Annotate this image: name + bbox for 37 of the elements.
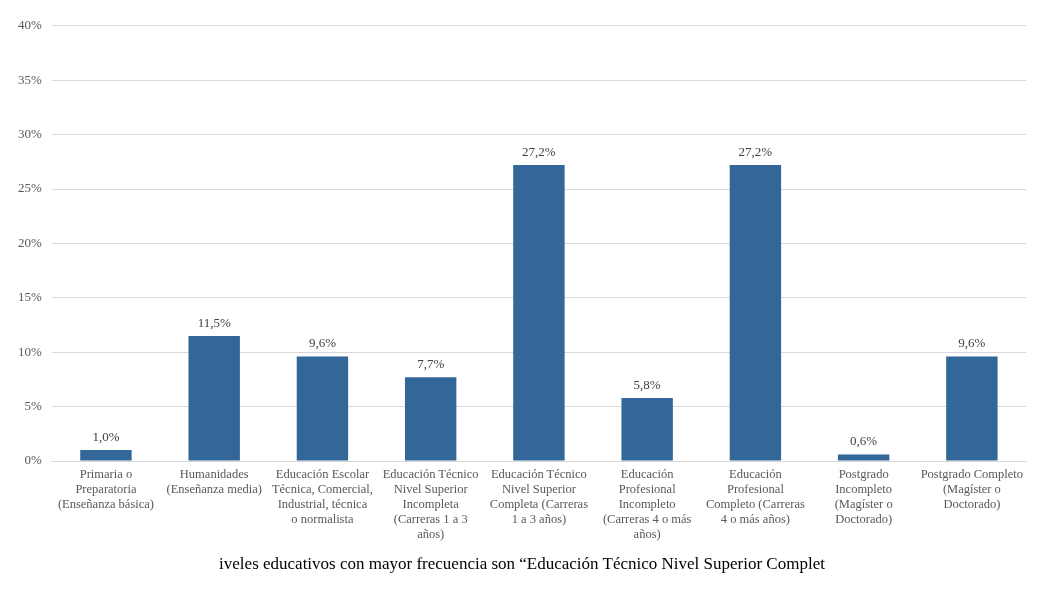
data-label: 9,6% xyxy=(958,335,986,351)
y-tick-label: 10% xyxy=(17,343,42,359)
data-label: 27,2% xyxy=(522,143,556,159)
bar xyxy=(513,165,565,461)
bar xyxy=(946,356,998,461)
data-label: 9,6% xyxy=(308,335,337,351)
x-tick-label: Primaria o Preparatoria (Enseñanza básica) xyxy=(57,466,155,511)
data-label: 7,7% xyxy=(417,356,445,372)
y-tick-label: 20% xyxy=(17,234,42,250)
y-tick-label: 25% xyxy=(17,180,42,196)
bar xyxy=(729,165,782,461)
bar xyxy=(296,356,349,461)
data-label: 27,2% xyxy=(738,143,773,159)
bar xyxy=(621,397,673,461)
bar xyxy=(188,335,240,461)
x-tick-label: Educación Técnico Nivel Superior Completa (Carreras 1 a 3 años) xyxy=(489,466,589,526)
data-label: 5,8% xyxy=(633,376,661,392)
y-tick-label: 30% xyxy=(17,126,42,142)
bar xyxy=(80,450,132,461)
x-tick-label: Humanidades (Enseñanza media) xyxy=(166,466,262,496)
y-tick-label: 0% xyxy=(24,452,42,468)
x-tick-label: Educación Profesional Completo (Carreras 4 o más años) xyxy=(705,466,805,526)
x-tick-label: Postgrado Incompleto (Magíster o Doctorado) xyxy=(834,466,893,526)
y-tick-label: 15% xyxy=(17,289,42,305)
data-label: 11,5% xyxy=(197,314,231,330)
y-tick-label: 40% xyxy=(17,17,42,33)
data-label: 0,6% xyxy=(850,433,878,449)
x-tick-label: Educación Técnico Nivel Superior Incompleta (Carreras 1 a 3 años) xyxy=(382,466,479,541)
y-tick-label: 35% xyxy=(17,71,42,87)
bar xyxy=(404,377,457,461)
bar xyxy=(837,454,890,461)
y-tick-label: 5% xyxy=(24,398,42,414)
x-tick-label: Postgrado Completo (Magíster o Doctorado) xyxy=(920,466,1024,511)
x-tick-label: Educación Escolar Técnica, Comercial, Industrial, técnica o normalista xyxy=(271,466,373,526)
data-label: 1,0% xyxy=(92,429,120,445)
x-tick-label: Educación Profesional Incompleto (Carreras 4 o más años) xyxy=(602,466,692,541)
text: iveles educativos con mayor frecuencia son “Educación Técnico Nivel Superior Complet xyxy=(218,554,826,574)
